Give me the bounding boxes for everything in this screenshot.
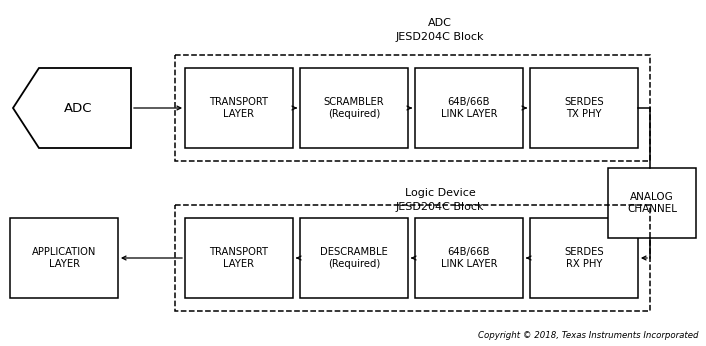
Text: ADC: ADC bbox=[428, 18, 452, 28]
Text: APPLICATION
LAYER: APPLICATION LAYER bbox=[32, 247, 96, 269]
Text: JESD204C Block: JESD204C Block bbox=[396, 32, 484, 42]
Text: ADC: ADC bbox=[64, 101, 92, 115]
Text: 64B/66B
LINK LAYER: 64B/66B LINK LAYER bbox=[441, 247, 497, 269]
Text: Logic Device: Logic Device bbox=[405, 188, 475, 198]
Text: 64B/66B
LINK LAYER: 64B/66B LINK LAYER bbox=[441, 97, 497, 119]
Text: TRANSPORT
LAYER: TRANSPORT LAYER bbox=[210, 247, 268, 269]
Bar bbox=[175, 55, 650, 161]
Text: Copyright © 2018, Texas Instruments Incorporated: Copyright © 2018, Texas Instruments Inco… bbox=[477, 331, 698, 340]
Bar bbox=[300, 218, 408, 298]
Bar bbox=[530, 218, 638, 298]
Bar bbox=[415, 68, 523, 148]
Bar bbox=[10, 218, 118, 298]
Text: SERDES
RX PHY: SERDES RX PHY bbox=[564, 247, 604, 269]
Polygon shape bbox=[13, 68, 131, 148]
Bar bbox=[185, 218, 293, 298]
Bar bbox=[415, 218, 523, 298]
Bar bbox=[300, 68, 408, 148]
Bar bbox=[530, 68, 638, 148]
Text: TRANSPORT
LAYER: TRANSPORT LAYER bbox=[210, 97, 268, 119]
Text: ANALOG
CHANNEL: ANALOG CHANNEL bbox=[627, 192, 677, 214]
Text: SERDES
TX PHY: SERDES TX PHY bbox=[564, 97, 604, 119]
Text: DESCRAMBLE
(Required): DESCRAMBLE (Required) bbox=[320, 247, 388, 269]
Bar bbox=[185, 68, 293, 148]
Bar bbox=[608, 168, 696, 238]
Bar bbox=[175, 205, 650, 311]
Text: JESD204C Block: JESD204C Block bbox=[396, 202, 484, 212]
Text: SCRAMBLER
(Required): SCRAMBLER (Required) bbox=[323, 97, 384, 119]
